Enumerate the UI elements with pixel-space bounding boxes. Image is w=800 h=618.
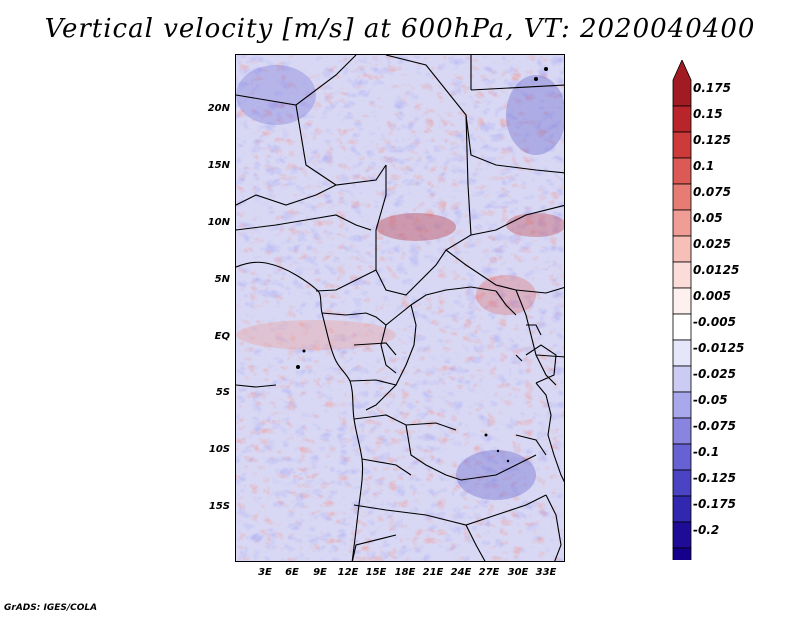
colorbar-label: -0.025 — [693, 367, 736, 381]
lon-label: 21E — [422, 567, 444, 578]
strong-updraft-region — [376, 213, 456, 241]
colorbar-label: 0.0125 — [693, 263, 740, 277]
colorbar-segment — [672, 313, 692, 341]
lat-label: 20N — [207, 103, 230, 114]
lon-label: 24E — [450, 567, 472, 578]
colorbar-segment — [672, 547, 692, 560]
colorbar-segment — [672, 105, 692, 133]
colorbar-segment — [672, 521, 692, 549]
colorbar-segment — [672, 209, 692, 237]
colorbar-segment — [672, 391, 692, 419]
colorbar-label: -0.005 — [693, 315, 736, 329]
coastlines-and-borders — [236, 55, 564, 561]
colorbar-segment — [672, 183, 692, 211]
colorbar-label: 0.125 — [693, 133, 731, 147]
lat-label: 5S — [215, 387, 230, 398]
lon-label: 12E — [337, 567, 359, 578]
colorbar-label: 0.05 — [693, 211, 723, 225]
colorbar-segment — [672, 60, 692, 107]
lat-label: 10S — [208, 444, 230, 455]
colorbar-label: 0.1 — [693, 159, 715, 173]
colorbar-label: 0.15 — [693, 107, 723, 121]
colorbar-segment — [672, 495, 692, 523]
vertical-velocity-field — [236, 55, 564, 561]
map-panel — [235, 54, 565, 562]
lon-label: 6E — [285, 567, 299, 578]
lat-label: 5N — [214, 274, 230, 285]
lon-label: 33E — [535, 567, 557, 578]
colorbar-segment — [672, 469, 692, 497]
updraft-region — [476, 275, 536, 315]
ocean-noise-band — [236, 320, 396, 350]
colorbar-label: 0.075 — [693, 185, 731, 199]
colorbar-label: -0.125 — [693, 471, 736, 485]
lon-label: 9E — [313, 567, 327, 578]
lon-label: 27E — [478, 567, 500, 578]
colorbar-label: -0.0125 — [693, 341, 745, 355]
lon-label: 30E — [507, 567, 529, 578]
colorbar-segment — [672, 287, 692, 315]
colorbar-label: 0.175 — [693, 81, 731, 95]
lon-label: 18E — [394, 567, 416, 578]
colorbar-label: -0.2 — [693, 523, 720, 537]
downdraft-region — [236, 65, 316, 125]
colorbar-segment — [672, 417, 692, 445]
strong-updraft-region — [506, 213, 564, 237]
lon-label: 15E — [365, 567, 387, 578]
colorbar-label: 0.025 — [693, 237, 731, 251]
colorbar-segment — [672, 157, 692, 185]
lat-label: 15S — [208, 501, 230, 512]
coastline-fragments — [296, 67, 548, 463]
lat-label: 10N — [207, 217, 230, 228]
downdraft-region — [506, 75, 564, 155]
colorbar-segment — [672, 443, 692, 471]
colorbar-segment — [672, 339, 692, 367]
lon-label: 3E — [258, 567, 272, 578]
lat-label: 15N — [207, 160, 230, 171]
colorbar-label: 0.005 — [693, 289, 731, 303]
colorbar-segment — [672, 261, 692, 289]
colorbar-segment — [672, 131, 692, 159]
colorbar — [672, 60, 692, 560]
colorbar-segment — [672, 235, 692, 263]
colorbar-label: -0.1 — [693, 445, 720, 459]
colorbar-label: -0.075 — [693, 419, 736, 433]
plot-title: Vertical velocity [m/s] at 600hPa, VT: 2… — [44, 14, 756, 44]
colorbar-label: -0.05 — [693, 393, 728, 407]
lat-label: EQ — [214, 331, 230, 342]
colorbar-label: -0.175 — [693, 497, 736, 511]
credit-text: GrADS: IGES/COLA — [4, 603, 98, 613]
colorbar-segment — [672, 365, 692, 393]
